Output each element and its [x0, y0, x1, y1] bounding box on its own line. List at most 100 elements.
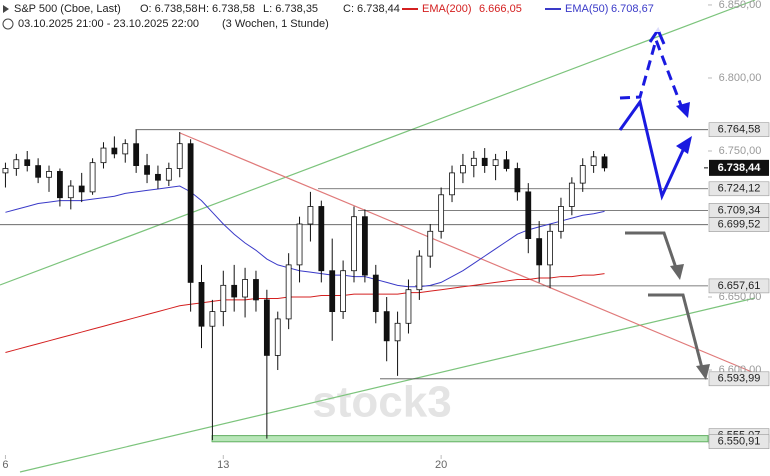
candle-body	[100, 147, 107, 164]
candle-body	[307, 206, 314, 225]
legend-label: EMA(200)	[422, 3, 472, 15]
candle-body	[590, 156, 597, 166]
candle-body	[285, 264, 292, 320]
ohlc: H: 6.738,58	[198, 3, 255, 15]
level-label: 6.699,52	[718, 219, 761, 231]
icon	[3, 5, 9, 13]
candle-body	[470, 157, 477, 166]
candle-body	[274, 318, 281, 356]
candle-body	[525, 191, 532, 239]
level-label: 6.550,91	[718, 436, 761, 448]
level-label-box	[708, 203, 770, 218]
candle-body	[503, 159, 510, 169]
arrow	[625, 231, 678, 269]
candle-body	[263, 299, 270, 356]
candle-body	[253, 279, 259, 301]
candle-body	[514, 168, 521, 193]
arrow	[618, 98, 686, 201]
level-label-box	[708, 371, 770, 387]
arrow-head	[696, 364, 710, 380]
candle-body	[427, 230, 434, 257]
candle-body	[449, 172, 455, 196]
arrow-head	[676, 102, 690, 118]
candle-body	[67, 185, 74, 199]
candle-body	[361, 216, 368, 276]
y-tick-label: 6.650,00	[719, 291, 762, 303]
level-label-box	[708, 181, 770, 197]
legend: EMA(200) 6.666,05 EMA(50) 6.708,67	[402, 3, 654, 15]
candle-body	[329, 270, 336, 313]
candle-body	[198, 282, 205, 327]
level-label: 6.724,12	[718, 183, 761, 195]
candle-body	[209, 311, 216, 327]
last-price-box	[709, 159, 769, 176]
level-label-box	[708, 278, 770, 294]
arrow	[619, 35, 684, 109]
level-label-box	[708, 217, 770, 232]
ohlc: L: 6.738,35	[263, 3, 318, 15]
legend-label: EMA(50)	[565, 3, 608, 15]
candle-body	[89, 162, 96, 193]
ema-line	[5, 273, 605, 353]
candle-body	[340, 270, 347, 313]
candle-body	[57, 171, 63, 199]
level-label: 6.764,58	[718, 124, 761, 136]
support-band	[211, 435, 709, 443]
period: (3 Wochen, 1 Stunde)	[222, 18, 329, 30]
arrow	[648, 293, 704, 369]
watermark: stock3	[312, 378, 451, 427]
candle-body	[220, 284, 227, 313]
candle-body	[394, 322, 401, 342]
candle-body	[165, 168, 172, 181]
candle-body	[155, 173, 161, 181]
candle-body	[568, 182, 575, 207]
candle-body	[536, 238, 543, 266]
candle-body	[176, 143, 183, 169]
title: S&P 500 (Cboe, Last)	[14, 3, 121, 15]
arrow-head	[676, 136, 692, 154]
candle-body	[579, 165, 586, 184]
candle-body	[351, 216, 357, 272]
candle-body	[416, 255, 423, 291]
x-tick-label: 20	[435, 459, 447, 471]
candle-body	[111, 147, 118, 155]
candle-body	[24, 159, 31, 166]
ohlc: C: 6.738,44	[343, 3, 400, 15]
candle-body	[46, 171, 52, 178]
clock-icon	[2, 18, 14, 30]
last-price-label: 6.738,44	[718, 162, 762, 174]
arrow-head	[670, 264, 684, 280]
candle-body	[558, 206, 564, 232]
level-label-box	[708, 434, 770, 449]
level-label: 6.657,61	[718, 280, 761, 292]
candle-body	[405, 289, 412, 324]
candle-body	[318, 206, 325, 272]
range: 03.10.2025 21:00 - 23.10.2025 22:00	[18, 18, 199, 30]
candle-body	[122, 143, 129, 155]
legend-value: 6.666,05	[479, 3, 522, 15]
candle-body	[231, 284, 238, 298]
candle-body	[144, 165, 150, 175]
candle-body	[547, 230, 553, 266]
candle-body	[35, 165, 42, 178]
ohlc: O: 6.738,58	[140, 3, 198, 15]
candle-body	[2, 168, 9, 174]
header-bg	[0, 0, 660, 32]
candle-body	[460, 165, 466, 174]
candle-body	[481, 157, 488, 166]
candle-body	[78, 185, 85, 193]
level-label: 6.593,99	[718, 373, 761, 385]
legend-value: 6.708,67	[611, 3, 654, 15]
trend-line	[0, 0, 756, 286]
x-tick-label: 6	[2, 459, 8, 471]
candle-body	[372, 274, 379, 313]
candle-body	[187, 143, 194, 283]
level-label: 6.709,34	[718, 204, 761, 216]
x-tick-label: 13	[217, 459, 229, 471]
y-tick-label: 6.800,00	[719, 72, 762, 84]
trend-line	[19, 297, 756, 473]
ema-line	[5, 185, 605, 288]
trend-line	[179, 132, 753, 373]
